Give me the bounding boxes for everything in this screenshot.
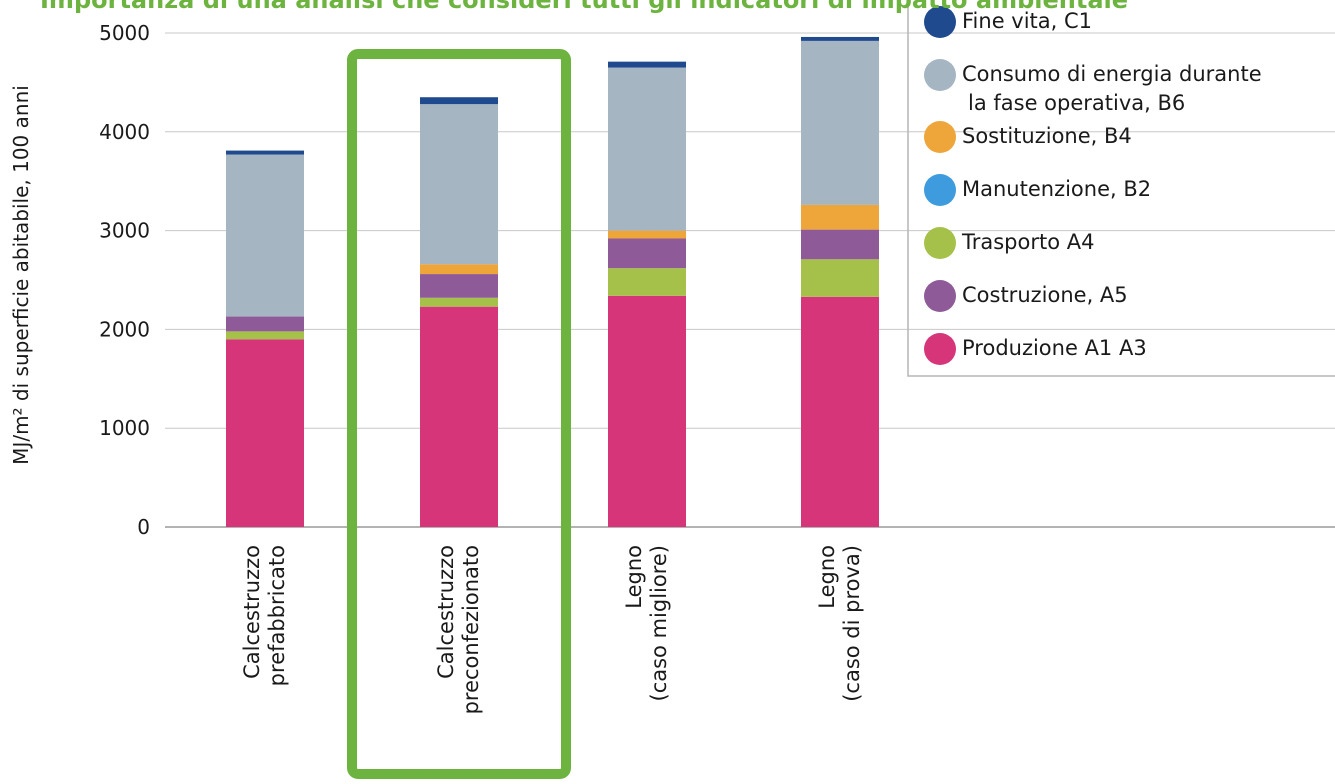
grid: [165, 32, 1335, 528]
legend-label: la fase operativa, B6: [968, 91, 1185, 115]
chart-title: Importanza di una analisi che consideri …: [40, 0, 1128, 14]
bar-segment: [420, 97, 498, 105]
legend-item: Manutenzione, B2: [924, 174, 1151, 206]
bar-segment: [608, 268, 686, 296]
x-tick-label-line: Legno: [815, 545, 839, 609]
legend-label: Consumo di energia durante: [962, 62, 1262, 86]
x-tick-label: Legno (caso migliore): [622, 545, 671, 702]
x-tick-label-line: (caso di prova): [840, 545, 864, 702]
legend-label: Manutenzione, B2: [962, 177, 1151, 201]
legend-item: Trasporto A4: [924, 227, 1094, 259]
legend-label: Sostituzione, B4: [962, 124, 1132, 148]
x-tick-label-line: Calcestruzzo: [434, 545, 458, 679]
bar-segment: [608, 61, 686, 68]
legend: Fine vita, C1 Consumo di energia durante l…: [907, 0, 1335, 377]
bar-segment: [801, 36, 879, 41]
x-tick-label: Calcestruzzo prefabbricato: [240, 545, 289, 686]
bar-segment: [608, 295, 686, 527]
y-axis-label: MJ/m² di superficie abitabile, 100 anni: [9, 85, 33, 465]
bar-segment: [420, 274, 498, 298]
bar-segment: [226, 316, 304, 332]
legend-label: Produzione A1 A3: [962, 336, 1147, 360]
x-tick-label-line: (caso migliore): [647, 545, 671, 702]
bars: [226, 36, 879, 527]
legend-item: Produzione A1 A3: [924, 333, 1147, 365]
bar-segment: [420, 306, 498, 527]
x-tick-label-line: Calcestruzzo: [240, 545, 264, 679]
y-tick-label: 0: [137, 515, 150, 539]
bar-segment: [608, 67, 686, 231]
x-tick-label-line: prefabbricato: [265, 545, 289, 686]
y-tick-label: 1000: [99, 416, 150, 440]
bar-stack: [420, 97, 498, 527]
bar-segment: [801, 204, 879, 230]
x-tick-label: Calcestruzzo preconfezionato: [434, 545, 483, 714]
legend-frame: [907, 0, 1335, 377]
highlight-box: [347, 49, 571, 779]
bar-segment: [801, 40, 879, 205]
y-tick-label: 5000: [99, 21, 150, 45]
bar-segment: [226, 154, 304, 317]
legend-item: Consumo di energia durante la fase operat…: [924, 59, 1262, 115]
y-ticks: 0 1000 2000 3000 4000 5000: [99, 21, 150, 539]
bar-stack: [226, 150, 304, 527]
bar-segment: [608, 238, 686, 269]
legend-item: Fine vita, C1: [924, 6, 1092, 38]
legend-item: Sostituzione, B4: [924, 121, 1132, 153]
bar-segment: [226, 339, 304, 527]
bar-segment: [420, 297, 498, 307]
x-tick-label: Legno (caso di prova): [815, 545, 864, 702]
legend-label: Fine vita, C1: [962, 9, 1092, 33]
bar-segment: [226, 331, 304, 340]
y-tick-label: 2000: [99, 317, 150, 341]
legend-swatch: [924, 333, 956, 365]
legend-swatch: [924, 59, 956, 91]
x-tick-label-line: preconfezionato: [459, 545, 483, 714]
legend-swatch: [924, 280, 956, 312]
bar-segment: [420, 264, 498, 275]
x-tick-label-line: Legno: [622, 545, 646, 609]
y-tick-label: 4000: [99, 120, 150, 144]
highlight: [347, 49, 571, 779]
bar-segment: [801, 229, 879, 260]
legend-swatch: [924, 227, 956, 259]
bar-stack: [608, 61, 686, 527]
legend-swatch: [924, 121, 956, 153]
bar-segment: [801, 259, 879, 297]
bar-segment: [420, 104, 498, 265]
x-tick-labels: Calcestruzzo prefabbricato Calcestruzzo pre…: [240, 545, 864, 714]
legend-label: Trasporto A4: [961, 230, 1094, 254]
legend-label: Costruzione, A5: [962, 283, 1128, 307]
bar-stack: [801, 36, 879, 527]
legend-swatch: [924, 6, 956, 38]
y-tick-label: 3000: [99, 219, 150, 243]
bar-segment: [226, 150, 304, 155]
bar-segment: [801, 296, 879, 527]
legend-swatch: [924, 174, 956, 206]
bar-segment: [608, 230, 686, 239]
legend-item: Costruzione, A5: [924, 280, 1128, 312]
